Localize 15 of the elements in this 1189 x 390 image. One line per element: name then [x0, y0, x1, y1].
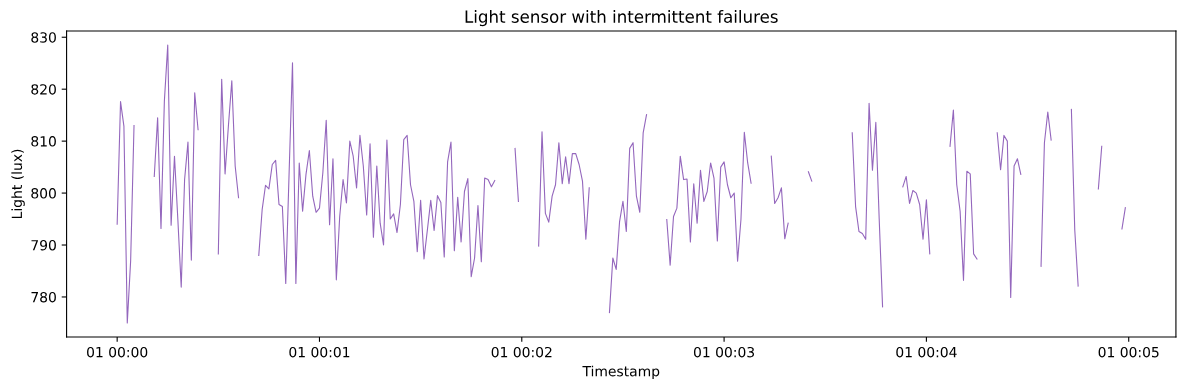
- y-tick-label: 780: [31, 291, 56, 303]
- y-tick-label: 810: [31, 136, 56, 147]
- y-axis-title: Light (lux): [11, 149, 25, 219]
- x-tick-label: 01 00:05: [1098, 346, 1159, 358]
- y-tick-label: 830: [31, 32, 56, 43]
- y-tick-label: 820: [31, 84, 56, 95]
- x-tick-label: 01 00:00: [87, 346, 148, 358]
- x-tick-label: 01 00:02: [491, 346, 552, 358]
- y-tick-label: 790: [31, 239, 56, 251]
- x-tick-label: 01 00:03: [693, 346, 755, 358]
- y-tick-label: 800: [31, 188, 56, 199]
- x-tick-label: 01 00:04: [896, 346, 957, 358]
- x-axis-title: Timestamp: [582, 365, 660, 380]
- x-tick-label: 01 00:01: [289, 346, 350, 358]
- chart-title: Light sensor with intermittent failures: [465, 10, 778, 27]
